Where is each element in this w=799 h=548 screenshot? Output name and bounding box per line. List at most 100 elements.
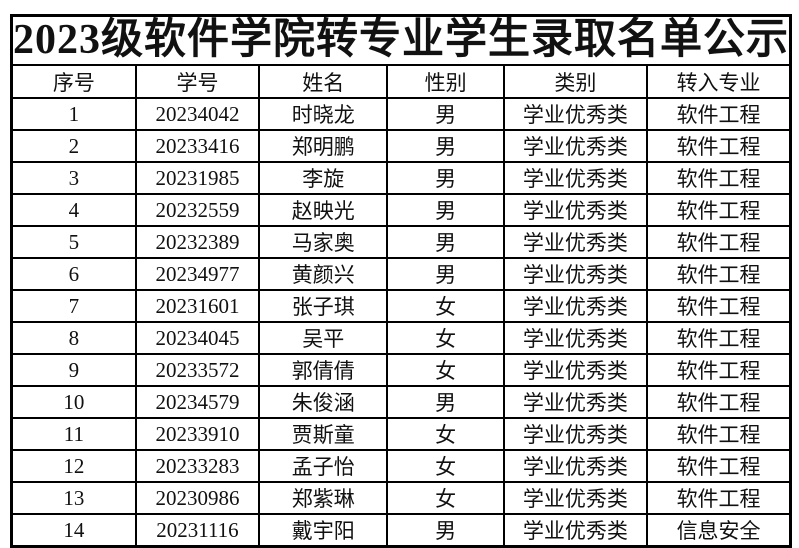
cell-category: 学业优秀类 bbox=[502, 97, 649, 131]
cell-index: 3 bbox=[10, 161, 137, 195]
cell-category: 学业优秀类 bbox=[502, 513, 649, 548]
column-header-student-id: 学号 bbox=[134, 64, 261, 99]
table-row: 11 20233910 贾斯童女学业优秀类 软件工程 bbox=[10, 417, 792, 451]
cell-index: 7 bbox=[10, 289, 137, 323]
cell-name: 马家奥 bbox=[258, 225, 389, 259]
cell-name: 张子琪 bbox=[258, 289, 389, 323]
cell-name: 郑紫琳 bbox=[258, 481, 389, 515]
cell-major: 软件工程 bbox=[646, 225, 792, 259]
cell-major: 软件工程 bbox=[646, 129, 792, 163]
column-header-index: 序号 bbox=[10, 64, 137, 99]
cell-category: 学业优秀类 bbox=[502, 257, 649, 291]
page-title: 2023级软件学院转专业学生录取名单公示 bbox=[10, 14, 792, 66]
cell-major: 软件工程 bbox=[646, 353, 792, 387]
table-row: 7 20231601 张子琪女学业优秀类 软件工程 bbox=[10, 289, 792, 323]
admission-notice-table: 2023级软件学院转专业学生录取名单公示 序号 学号 姓名 性别 类别 转入专业… bbox=[10, 14, 793, 548]
cell-gender: 男 bbox=[386, 97, 505, 131]
cell-major: 软件工程 bbox=[646, 385, 792, 419]
cell-student_id: 20234579 bbox=[134, 385, 261, 419]
cell-gender: 男 bbox=[386, 193, 505, 227]
cell-student_id: 20231601 bbox=[134, 289, 261, 323]
cell-student_id: 20232559 bbox=[134, 193, 261, 227]
cell-student_id: 20233416 bbox=[134, 129, 261, 163]
cell-name: 吴平 bbox=[258, 321, 389, 355]
cell-category: 学业优秀类 bbox=[502, 225, 649, 259]
cell-index: 14 bbox=[10, 513, 137, 548]
cell-gender: 女 bbox=[386, 417, 505, 451]
cell-gender: 男 bbox=[386, 257, 505, 291]
cell-major: 软件工程 bbox=[646, 97, 792, 131]
table-body: 1 20234042 时晓龙男学业优秀类 软件工程 2 20233416 郑明鹏男学业优秀类… bbox=[10, 97, 792, 548]
cell-category: 学业优秀类 bbox=[502, 161, 649, 195]
cell-category: 学业优秀类 bbox=[502, 385, 649, 419]
cell-major: 软件工程 bbox=[646, 161, 792, 195]
table-row: 8 20234045 吴平女学业优秀类 软件工程 bbox=[10, 321, 792, 355]
cell-major: 软件工程 bbox=[646, 449, 792, 483]
table-row: 10 20234579 朱俊涵男学业优秀类 软件工程 bbox=[10, 385, 792, 419]
table-row: 13 20230986 郑紫琳女学业优秀类 软件工程 bbox=[10, 481, 792, 515]
cell-student_id: 20234045 bbox=[134, 321, 261, 355]
cell-index: 10 bbox=[10, 385, 137, 419]
cell-gender: 女 bbox=[386, 321, 505, 355]
cell-student_id: 20233572 bbox=[134, 353, 261, 387]
table-row: 5 20232389 马家奥男学业优秀类 软件工程 bbox=[10, 225, 792, 259]
cell-index: 12 bbox=[10, 449, 137, 483]
cell-gender: 男 bbox=[386, 385, 505, 419]
cell-gender: 男 bbox=[386, 129, 505, 163]
table-row: 14 20231116 戴宇阳男学业优秀类 信息安全 bbox=[10, 513, 792, 548]
column-header-major: 转入专业 bbox=[646, 64, 792, 99]
cell-student_id: 20234042 bbox=[134, 97, 261, 131]
cell-index: 11 bbox=[10, 417, 137, 451]
cell-category: 学业优秀类 bbox=[502, 417, 649, 451]
cell-major: 信息安全 bbox=[646, 513, 792, 548]
cell-gender: 女 bbox=[386, 289, 505, 323]
cell-index: 4 bbox=[10, 193, 137, 227]
cell-name: 孟子怡 bbox=[258, 449, 389, 483]
cell-name: 郭倩倩 bbox=[258, 353, 389, 387]
title-row: 2023级软件学院转专业学生录取名单公示 bbox=[10, 14, 792, 66]
admission-table: 2023级软件学院转专业学生录取名单公示 序号 学号 姓名 性别 类别 转入专业… bbox=[10, 14, 793, 548]
cell-student_id: 20231116 bbox=[134, 513, 261, 548]
cell-index: 13 bbox=[10, 481, 137, 515]
table-row: 4 20232559 赵映光男学业优秀类 软件工程 bbox=[10, 193, 792, 227]
cell-name: 郑明鹏 bbox=[258, 129, 389, 163]
cell-category: 学业优秀类 bbox=[502, 129, 649, 163]
cell-student_id: 20233283 bbox=[134, 449, 261, 483]
cell-category: 学业优秀类 bbox=[502, 289, 649, 323]
cell-gender: 男 bbox=[386, 225, 505, 259]
cell-index: 1 bbox=[10, 97, 137, 131]
cell-gender: 男 bbox=[386, 513, 505, 548]
cell-gender: 男 bbox=[386, 161, 505, 195]
cell-name: 时晓龙 bbox=[258, 97, 389, 131]
column-header-name: 姓名 bbox=[258, 64, 389, 99]
cell-name: 赵映光 bbox=[258, 193, 389, 227]
table-row: 12 20233283 孟子怡女学业优秀类 软件工程 bbox=[10, 449, 792, 483]
cell-name: 戴宇阳 bbox=[258, 513, 389, 548]
table-row: 2 20233416 郑明鹏男学业优秀类 软件工程 bbox=[10, 129, 792, 163]
cell-major: 软件工程 bbox=[646, 289, 792, 323]
cell-gender: 女 bbox=[386, 481, 505, 515]
cell-gender: 女 bbox=[386, 449, 505, 483]
table-row: 9 20233572 郭倩倩女学业优秀类 软件工程 bbox=[10, 353, 792, 387]
table-row: 1 20234042 时晓龙男学业优秀类 软件工程 bbox=[10, 97, 792, 131]
cell-category: 学业优秀类 bbox=[502, 449, 649, 483]
table-header-row: 序号 学号 姓名 性别 类别 转入专业 bbox=[10, 64, 792, 99]
cell-index: 2 bbox=[10, 129, 137, 163]
cell-student_id: 20234977 bbox=[134, 257, 261, 291]
cell-name: 朱俊涵 bbox=[258, 385, 389, 419]
cell-category: 学业优秀类 bbox=[502, 321, 649, 355]
cell-student_id: 20231985 bbox=[134, 161, 261, 195]
cell-index: 9 bbox=[10, 353, 137, 387]
cell-name: 贾斯童 bbox=[258, 417, 389, 451]
column-header-category: 类别 bbox=[502, 64, 649, 99]
table-row: 3 20231985 李旋男学业优秀类 软件工程 bbox=[10, 161, 792, 195]
cell-gender: 女 bbox=[386, 353, 505, 387]
cell-index: 8 bbox=[10, 321, 137, 355]
column-header-gender: 性别 bbox=[386, 64, 505, 99]
cell-name: 李旋 bbox=[258, 161, 389, 195]
cell-major: 软件工程 bbox=[646, 257, 792, 291]
cell-major: 软件工程 bbox=[646, 417, 792, 451]
cell-student_id: 20233910 bbox=[134, 417, 261, 451]
cell-major: 软件工程 bbox=[646, 481, 792, 515]
cell-category: 学业优秀类 bbox=[502, 481, 649, 515]
